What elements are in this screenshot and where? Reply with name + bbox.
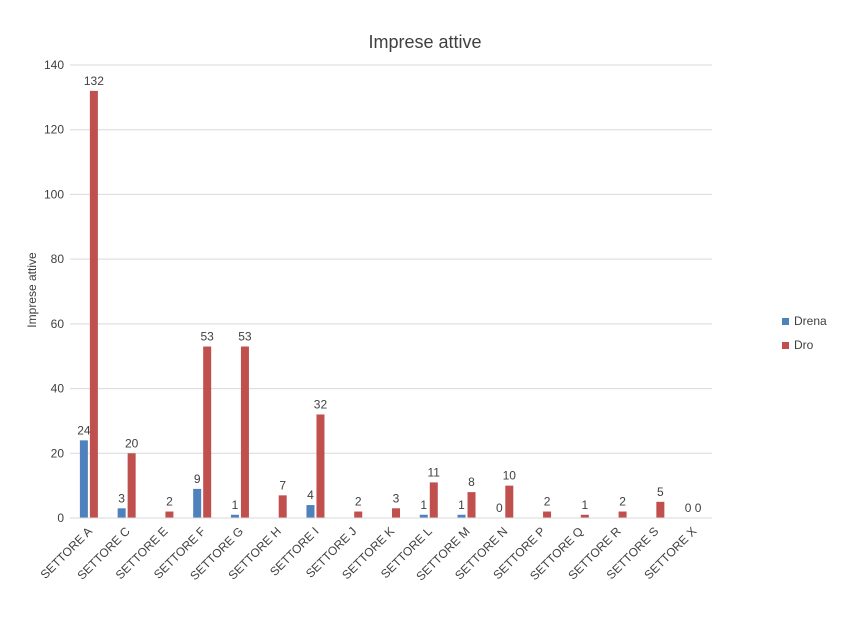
- data-label: 53: [200, 330, 214, 344]
- chart-title: Imprese attive: [368, 32, 481, 52]
- bar-dro: [278, 495, 287, 518]
- y-tick-label: 0: [57, 511, 64, 525]
- data-label: 2: [619, 495, 626, 509]
- data-label: 20: [125, 436, 139, 450]
- data-label: 1: [581, 498, 588, 512]
- bar-drena: [419, 514, 428, 518]
- legend-swatch-dro: [782, 342, 789, 349]
- data-label: 4: [307, 488, 314, 502]
- data-label: 5: [657, 485, 664, 499]
- bar-dro: [165, 511, 174, 518]
- legend-label-dro: Dro: [794, 338, 814, 352]
- data-label: 7: [279, 478, 286, 492]
- y-axis-title: Imprese attive: [25, 252, 39, 328]
- data-label: 10: [503, 469, 517, 483]
- data-label: 3: [118, 491, 125, 505]
- bar-dro: [89, 90, 98, 518]
- data-label: 53: [238, 330, 252, 344]
- data-label: 1: [420, 498, 427, 512]
- data-label: 2: [166, 495, 173, 509]
- bar-dro: [316, 414, 325, 518]
- data-label: 11: [428, 465, 441, 479]
- y-tick-label: 120: [44, 123, 64, 137]
- bar-dro: [505, 485, 514, 518]
- y-axis-ticks: 0 20 40 60 80 100 120 140: [44, 58, 64, 525]
- bar-dro: [618, 511, 627, 518]
- bar-drena: [230, 514, 239, 518]
- y-tick-label: 60: [51, 317, 65, 331]
- y-tick-label: 80: [51, 252, 65, 266]
- data-label: 132: [84, 74, 104, 88]
- data-label: 3: [393, 491, 400, 505]
- data-label: 0: [695, 501, 702, 515]
- data-label: 32: [314, 397, 328, 411]
- bar-drena: [117, 508, 126, 518]
- data-label: 1: [458, 498, 465, 512]
- bar-dro: [580, 514, 589, 518]
- bar-dro: [203, 346, 212, 518]
- bar-dro: [240, 346, 249, 518]
- data-label: 2: [355, 495, 362, 509]
- y-tick-label: 100: [44, 187, 64, 201]
- bar-drena: [79, 440, 88, 518]
- y-tick-label: 40: [51, 382, 65, 396]
- data-label: 2: [544, 495, 551, 509]
- bar-drena: [193, 488, 202, 518]
- y-tick-label: 140: [44, 58, 64, 72]
- bar-drena: [306, 505, 315, 518]
- data-label: 1: [232, 498, 239, 512]
- bar-dro: [656, 501, 665, 518]
- data-label: 0: [685, 501, 692, 515]
- bar-dro: [392, 508, 400, 518]
- legend: Drena Dro: [782, 314, 827, 352]
- data-label: 24: [77, 423, 91, 437]
- bars: [79, 90, 665, 518]
- gridlines: [70, 64, 712, 454]
- bar-dro: [429, 482, 438, 518]
- bar-dro: [543, 511, 552, 518]
- data-label: 9: [194, 472, 201, 486]
- legend-label-drena: Drena: [794, 314, 827, 328]
- data-label: 0: [496, 501, 503, 515]
- y-tick-label: 20: [51, 446, 65, 460]
- bar-dro: [127, 453, 136, 518]
- bar-drena: [457, 514, 466, 518]
- legend-swatch-drena: [782, 318, 789, 325]
- bar-dro: [467, 492, 476, 518]
- data-label: 8: [468, 475, 475, 489]
- bar-dro: [354, 511, 363, 518]
